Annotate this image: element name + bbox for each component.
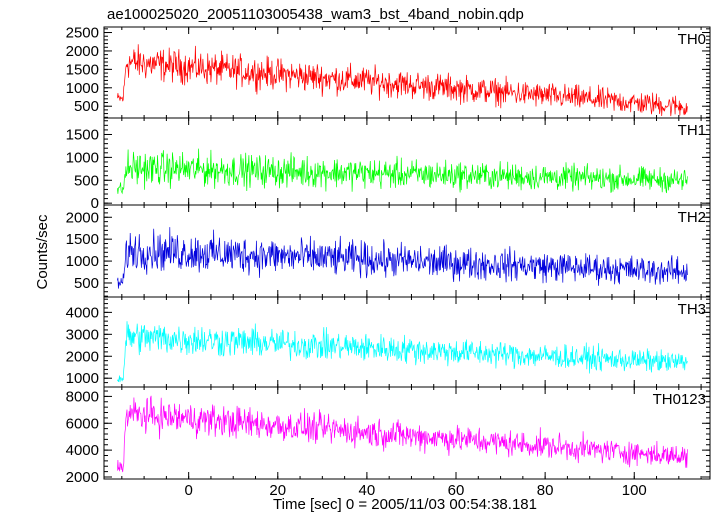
y-tick-label: 0	[91, 195, 99, 212]
x-tick-label: 80	[537, 482, 554, 499]
panel-label: TH3	[678, 301, 706, 318]
y-tick-label: 3000	[66, 326, 99, 343]
y-tick-label: 8000	[66, 388, 99, 405]
series-line-th0	[117, 44, 688, 117]
y-tick-label: 500	[74, 172, 99, 189]
y-tick-label: 2000	[66, 469, 99, 486]
y-tick-label: 4000	[66, 304, 99, 321]
y-tick-label: 6000	[66, 415, 99, 432]
series-line-th2	[117, 227, 688, 289]
y-tick-label: 1500	[66, 231, 99, 248]
y-tick-label: 500	[74, 98, 99, 115]
y-tick-label: 1000	[66, 149, 99, 166]
panel-label: TH2	[678, 209, 706, 226]
panel-frame	[103, 386, 711, 480]
panel-label: TH0123	[653, 391, 706, 408]
y-tick-label: 1000	[66, 253, 99, 270]
panel-th0123: 2000 4000 6000 8000 TH0123	[66, 386, 711, 486]
x-axis: 0 20 40 60 80 100	[184, 482, 646, 499]
panel-th1: 0 500 1000 1500 TH1	[66, 117, 711, 212]
x-tick-label: 100	[622, 482, 647, 499]
panel-th2: 500 1000 1500 2000 TH2	[66, 204, 711, 298]
x-tick-label: 20	[269, 482, 286, 499]
y-tick-label: 2000	[66, 43, 99, 60]
series-line-th0123	[117, 395, 688, 473]
y-tick-label: 1500	[66, 126, 99, 143]
y-tick-label: 2500	[66, 25, 99, 42]
panel-th3: 1000 2000 3000 4000 TH3	[66, 296, 711, 388]
series-line-th3	[117, 321, 688, 383]
panel-label: TH1	[678, 122, 706, 139]
x-axis-title: Time [sec] 0 = 2005/11/03 00:54:38.181	[273, 496, 537, 513]
y-tick-label: 1500	[66, 61, 99, 78]
chart-title: ae100025020_20051103005438_wam3_bst_4ban…	[107, 6, 524, 23]
panel-label: TH0	[678, 31, 706, 48]
panel-frame	[103, 117, 711, 206]
y-tick-label: 500	[74, 275, 99, 292]
y-tick-label: 2000	[66, 209, 99, 226]
x-tick-label: 60	[448, 482, 465, 499]
y-tick-label: 1000	[66, 370, 99, 387]
x-tick-label: 40	[359, 482, 376, 499]
x-tick-label: 0	[184, 482, 192, 499]
series-line-th1	[117, 148, 688, 195]
y-tick-label: 4000	[66, 442, 99, 459]
y-axis-title: Counts/sec	[34, 214, 51, 290]
y-tick-label: 1000	[66, 80, 99, 97]
y-tick-label: 2000	[66, 348, 99, 365]
